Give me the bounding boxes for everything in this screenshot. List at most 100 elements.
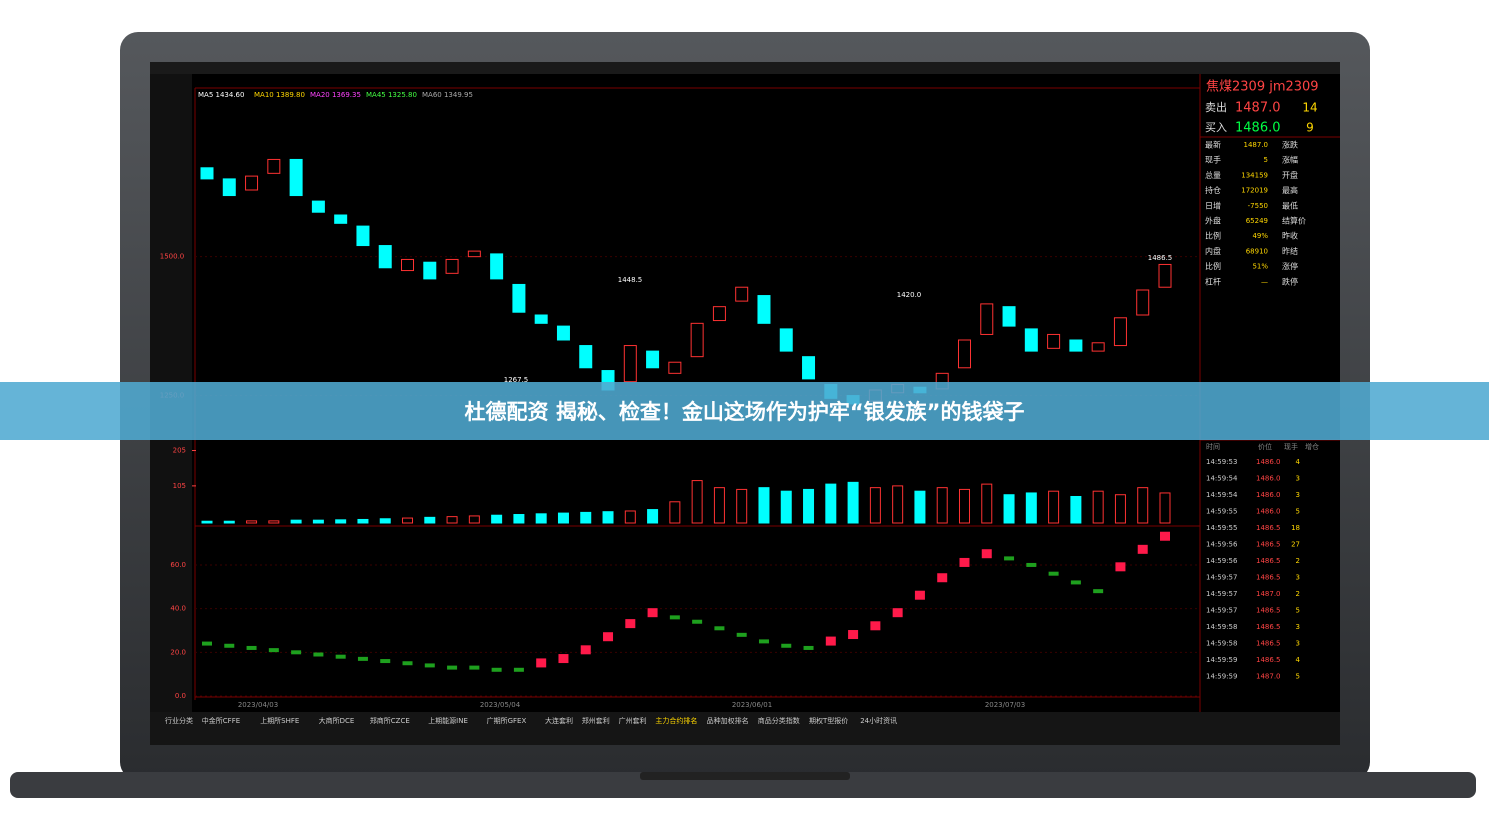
volume-bar: [201, 520, 213, 524]
tick-qty: 18: [1291, 524, 1300, 532]
ma-legend: MA45 1325.80: [366, 91, 417, 99]
volume-bar: [580, 511, 592, 524]
volume-bar: [491, 514, 503, 524]
tab[interactable]: 商品分类指数: [758, 716, 800, 725]
tab[interactable]: 广州套利: [619, 716, 647, 725]
tab[interactable]: 24小时资讯: [860, 716, 897, 725]
volume-bar: [379, 518, 391, 524]
tab[interactable]: 主力合约排名: [655, 716, 697, 725]
tick-price: 1486.5: [1256, 640, 1281, 648]
indicator-mark: [758, 639, 769, 644]
stat-value: 172019: [1241, 187, 1268, 195]
candle-body: [245, 175, 259, 191]
tab[interactable]: 大连套利: [545, 716, 573, 725]
candle-body: [445, 258, 459, 274]
volume-bar: [1137, 487, 1149, 524]
indicator-mark: [313, 652, 324, 657]
tick-time: 14:59:57: [1206, 574, 1237, 582]
tick-time: 14:59:59: [1206, 656, 1237, 664]
tick-qty: 2: [1296, 557, 1300, 565]
stat-value: 49%: [1252, 232, 1268, 240]
volume-bar: [1048, 490, 1060, 524]
candle-body: [579, 345, 593, 369]
tab[interactable]: 广期所GFEX: [487, 716, 527, 725]
tab[interactable]: 中金所CFFE: [202, 716, 240, 725]
tab[interactable]: 品种加权排名: [707, 716, 749, 725]
quote-title: 焦煤2309 jm2309: [1206, 80, 1319, 95]
volume-bar: [669, 501, 681, 524]
indicator-mark: [959, 557, 970, 567]
tick-header: 增仓: [1305, 442, 1319, 451]
stat-label: 比例: [1205, 231, 1221, 241]
tick-header: 价位: [1258, 442, 1272, 451]
candle-body: [1136, 289, 1150, 316]
laptop-base: [10, 772, 1476, 798]
volume-bar: [513, 514, 525, 524]
volume-bar: [246, 520, 258, 524]
tick-price: 1486.5: [1256, 656, 1281, 664]
indicator-mark: [669, 615, 680, 620]
tick-price: 1486.0: [1256, 475, 1281, 483]
stat-value: 134159: [1241, 171, 1268, 179]
tick-time: 14:59:57: [1206, 607, 1237, 615]
date-label: 2023/04/03: [238, 701, 278, 709]
tab[interactable]: 行业分类: [165, 716, 193, 725]
volume-bar: [713, 487, 725, 524]
indicator-mark: [647, 608, 658, 618]
tick-price: 1486.5: [1256, 524, 1281, 532]
volume-bar: [424, 516, 436, 524]
indicator-mark: [1137, 544, 1148, 554]
volume-bar: [958, 488, 970, 524]
indicator-mark: [714, 626, 725, 631]
ma-legend: MA5 1434.60: [198, 91, 244, 99]
candle-body: [556, 325, 570, 341]
indicator-mark: [848, 630, 859, 640]
tab[interactable]: 大商所DCE: [319, 716, 355, 725]
y-tick-label: 40.0: [170, 605, 186, 613]
tick-price: 1486.5: [1256, 541, 1281, 549]
volume-bar: [602, 511, 614, 524]
tab[interactable]: 期权T型报价: [809, 716, 848, 725]
indicator-mark: [981, 549, 992, 559]
stat-value: 51%: [1252, 263, 1268, 271]
indicator-mark: [736, 632, 747, 637]
candle-body: [401, 258, 415, 272]
y-tick-label: 105: [173, 482, 186, 490]
stat-label: 外盘: [1205, 216, 1221, 226]
y-tick-label: 60.0: [170, 561, 186, 569]
candle-body: [779, 328, 793, 352]
tick-qty: 5: [1296, 673, 1300, 681]
tab[interactable]: 上期所SHFE: [260, 716, 299, 725]
candle-body: [757, 295, 771, 324]
volume-bar: [335, 519, 347, 524]
candle-body: [1002, 306, 1016, 327]
volume-bar: [223, 520, 235, 524]
candle-body: [1113, 317, 1127, 347]
tab[interactable]: 郑商所CZCE: [370, 716, 410, 725]
indicator-mark: [603, 632, 614, 642]
stat-label: 开盘: [1282, 170, 1298, 180]
stat-label: 最高: [1282, 185, 1298, 195]
volume-bar: [1092, 490, 1104, 524]
date-label: 2023/05/04: [480, 701, 521, 709]
tab[interactable]: 上期能源INE: [428, 716, 468, 725]
candle-body: [467, 250, 481, 258]
stat-label: 最新: [1205, 140, 1221, 150]
tick-time: 14:59:57: [1206, 590, 1237, 598]
volume-bar: [936, 487, 948, 524]
indicator-mark: [937, 573, 948, 583]
tick-qty: 5: [1296, 508, 1300, 516]
indicator-mark: [380, 659, 391, 664]
indicator-mark: [803, 645, 814, 650]
indicator-mark: [268, 648, 279, 653]
stat-label: 内盘: [1205, 246, 1221, 256]
candle-body: [356, 225, 370, 247]
tick-price: 1487.0: [1256, 673, 1281, 681]
tick-price: 1486.5: [1256, 607, 1281, 615]
tab[interactable]: 郑州套利: [582, 716, 610, 725]
volume-bar: [758, 487, 770, 524]
quote-label: 卖出: [1205, 100, 1227, 114]
volume-bar: [914, 490, 926, 524]
price-annotation: 1486.5: [1148, 254, 1173, 262]
